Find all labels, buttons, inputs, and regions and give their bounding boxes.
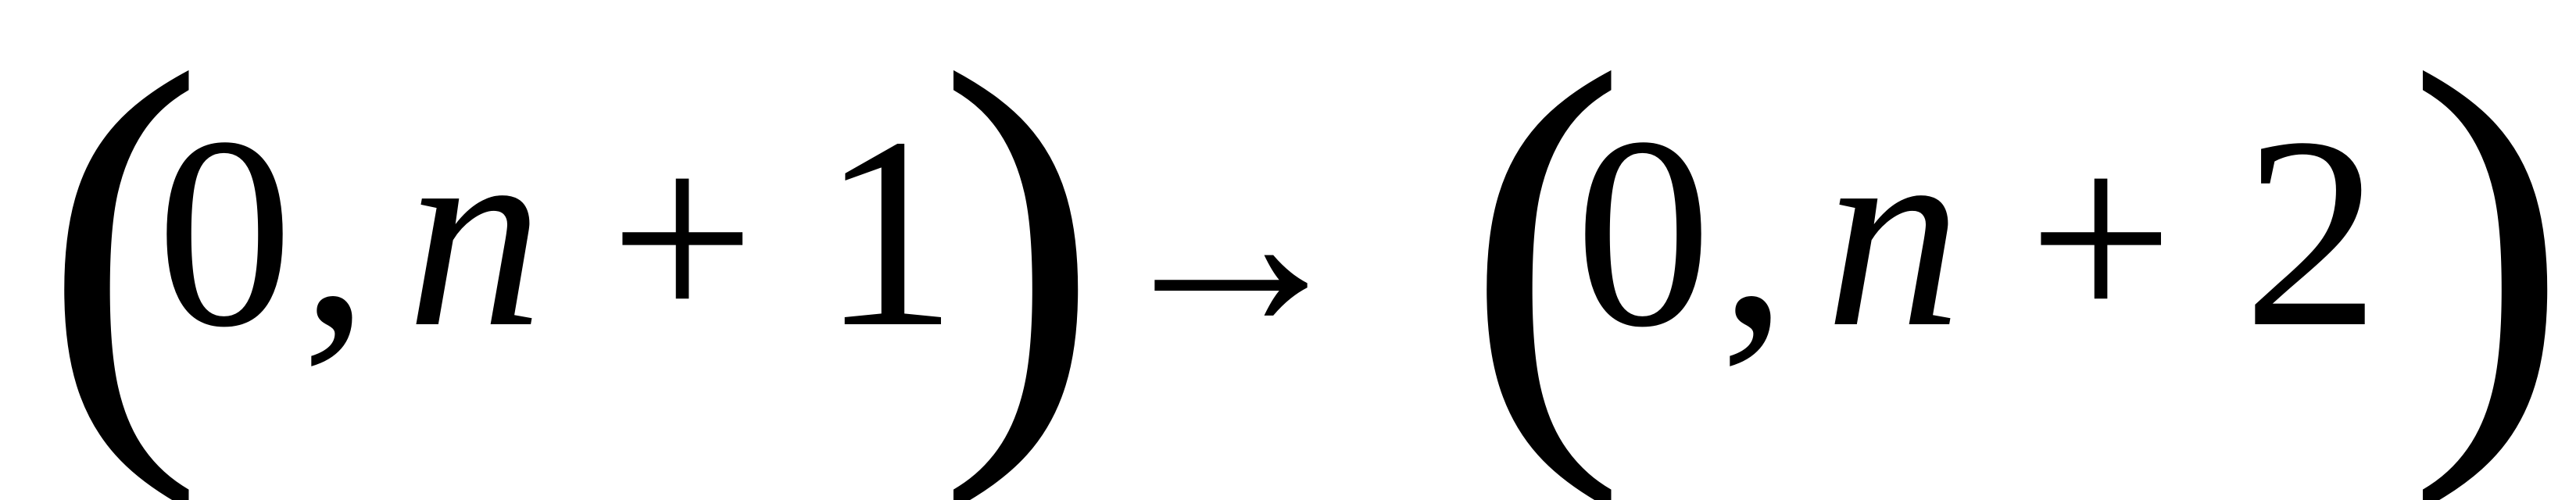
right-close-paren: ) [2407, 0, 2568, 500]
right-variable: n [1825, 80, 1962, 384]
right-comma: , [1719, 80, 1788, 384]
left-open-paren: ( [43, 0, 204, 500]
right-plus-operator: + [2028, 95, 2174, 380]
right-offset-value: 2 [2243, 80, 2380, 384]
left-offset-value: 1 [821, 80, 957, 384]
right-pair: ( 0 , n + 2 ) [1465, 0, 2568, 500]
left-first-value: 0 [156, 80, 293, 384]
left-close-paren: ) [938, 0, 1099, 500]
left-comma: , [301, 80, 370, 384]
right-open-paren: ( [1465, 0, 1626, 500]
right-first-value: 0 [1575, 80, 1712, 384]
left-variable: n [406, 80, 543, 384]
left-pair: ( 0 , n + 1 ) [43, 0, 1099, 500]
right-arrow-icon: → [1102, 99, 1360, 384]
left-plus-operator: + [610, 95, 755, 380]
